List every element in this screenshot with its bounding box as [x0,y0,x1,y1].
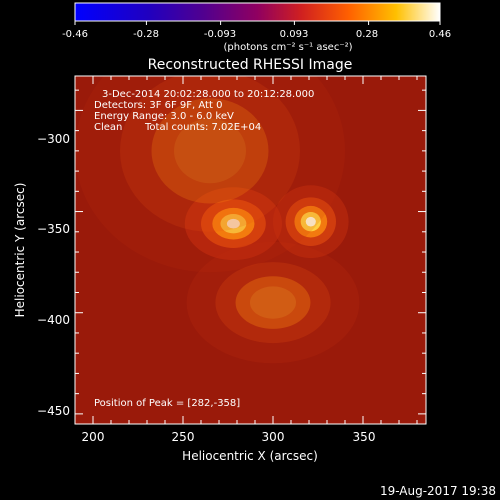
heatmap-source-3-layer-4 [192,135,228,167]
y-tick-label: −400 [37,313,70,327]
x-tick-label: 300 [262,430,285,444]
heatmap-source-3-layer-3 [174,118,246,184]
heatmap-source-3-layer-2 [151,98,269,204]
annotation-method: Clean [94,122,122,133]
chart-title: Reconstructed RHESSI Image [148,57,353,73]
annotation-peak-position: Position of Peak = [282,-358] [94,398,240,409]
x-tick-label: 250 [172,430,195,444]
heatmap-source-2-layer-4 [261,295,284,311]
annotation-total-counts: Total counts: 7.02E+04 [144,122,261,133]
heatmap-image [75,76,426,424]
y-tick-label: −300 [37,132,70,146]
colorbar-tick-label: -0.46 [62,29,88,40]
y-tick-label: −450 [37,404,70,418]
plot-frame [74,75,427,425]
colorbar-tick-label: -0.28 [133,29,159,40]
colorbar-tick-label: 0.28 [356,29,378,40]
heatmap-source-3-layer-0 [75,76,345,273]
heatmap-source-2-layer-3 [249,286,297,319]
colorbar-tick-label: 0.46 [429,29,451,40]
annotation-time-range: 3-Dec-2014 20:02:28.000 to 20:12:28.000 [102,89,314,100]
x-tick-label: 350 [353,430,376,444]
colorbar-tick-label: -0.093 [204,29,236,40]
heatmap-source-0-layer-4 [226,218,240,229]
x-axis-label: Heliocentric X (arcsec) [182,449,318,463]
annotation-energy: Energy Range: 3.0 - 6.0 keV [94,111,234,122]
annotation-detectors: Detectors: 3F 6F 9F, Att 0 [94,100,222,111]
heatmap-source-2-layer-1 [215,262,331,344]
x-tick-label: 200 [82,430,105,444]
colorbar [74,2,441,22]
axis-ticks [74,76,426,424]
heatmap-source-2-layer-0 [186,241,360,364]
colorbar-unit-label: (photons cm⁻² s⁻¹ asec⁻²) [223,42,352,53]
footer-timestamp: 19-Aug-2017 19:38 [380,484,496,498]
y-tick-label: −350 [37,222,70,236]
heatmap-source-2-layer-2 [235,276,311,329]
colorbar-tick-label: 0.093 [280,29,309,40]
y-axis-label: Heliocentric Y (arcsec) [13,183,27,318]
colorbar-ticks [74,21,441,25]
heatmap-source-3-layer-1 [120,76,300,232]
heatmap-source-1-layer-4 [305,216,316,227]
